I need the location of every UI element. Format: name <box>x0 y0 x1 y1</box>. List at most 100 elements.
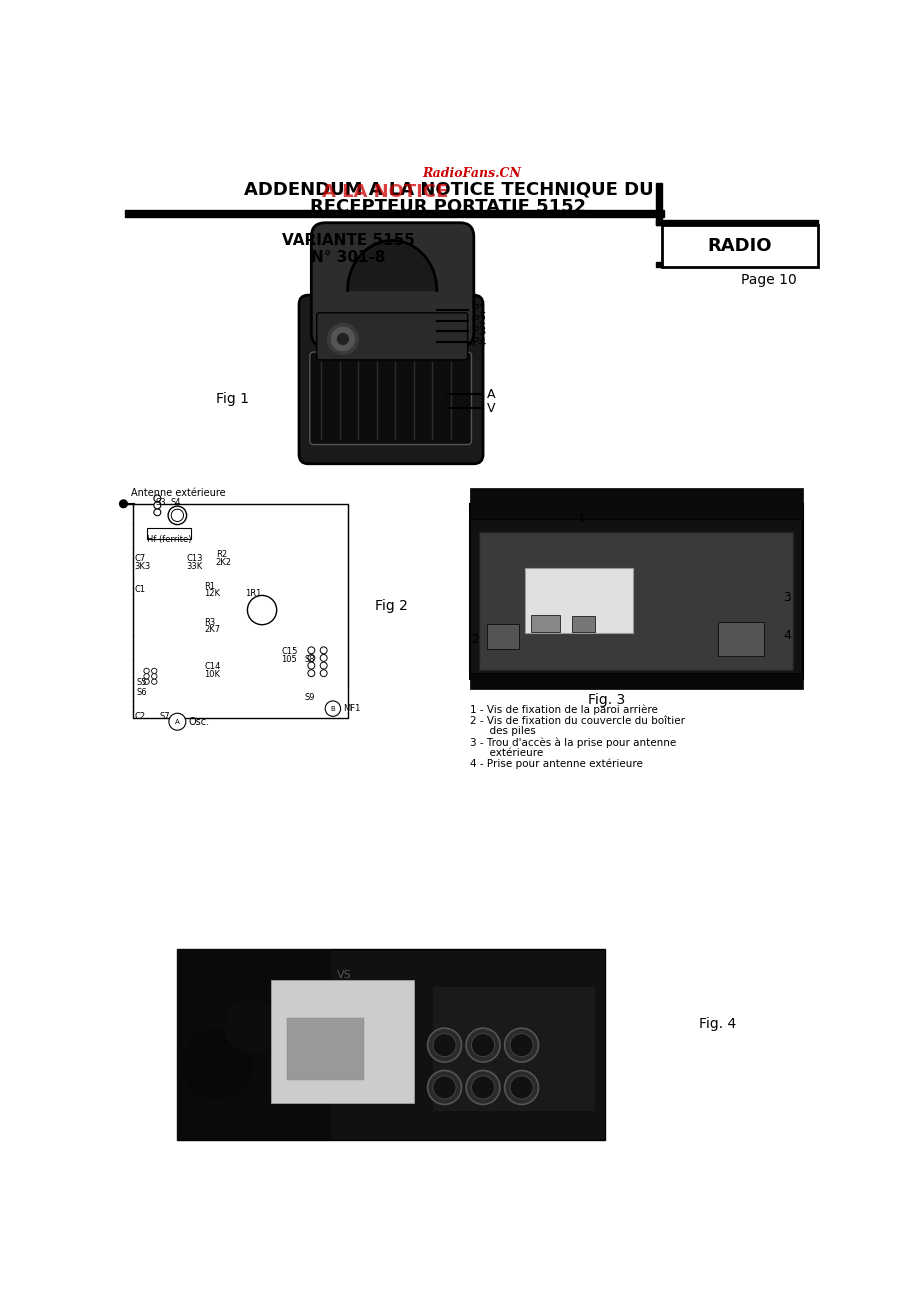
Text: S5: S5 <box>136 678 147 687</box>
Bar <box>717 622 764 657</box>
Text: C13: C13 <box>187 554 203 563</box>
Bar <box>271 980 414 1103</box>
Text: P3: P3 <box>471 324 486 337</box>
Circle shape <box>320 670 327 676</box>
Text: 2: 2 <box>471 633 479 646</box>
Circle shape <box>152 674 157 679</box>
Circle shape <box>152 679 157 684</box>
Text: Osc.: Osc. <box>188 716 210 727</box>
Circle shape <box>153 509 161 515</box>
Text: A LA NOTICE: A LA NOTICE <box>322 183 448 201</box>
Text: Hf (ferrite): Hf (ferrite) <box>146 535 191 544</box>
Text: B: B <box>330 706 335 711</box>
Text: RadioFans.CN: RadioFans.CN <box>422 167 520 180</box>
Circle shape <box>504 1071 538 1105</box>
Circle shape <box>308 662 314 668</box>
Circle shape <box>308 670 314 676</box>
Bar <box>530 615 560 632</box>
FancyBboxPatch shape <box>299 295 482 463</box>
Text: Fig 1: Fig 1 <box>216 392 248 406</box>
Bar <box>425 972 602 1125</box>
Text: C15: C15 <box>281 646 298 655</box>
Circle shape <box>427 1071 461 1105</box>
Text: RADIO: RADIO <box>707 236 771 254</box>
Text: Fig. 3: Fig. 3 <box>587 693 624 707</box>
Text: S8: S8 <box>304 654 314 663</box>
Text: C1: C1 <box>134 585 145 594</box>
Circle shape <box>471 1076 494 1099</box>
Circle shape <box>153 495 161 502</box>
Bar <box>125 210 664 217</box>
Text: P4: P4 <box>471 336 486 349</box>
Bar <box>571 617 594 632</box>
Bar <box>655 262 817 267</box>
Text: N° 301-8: N° 301-8 <box>311 251 385 266</box>
Text: 105: 105 <box>281 654 297 663</box>
Circle shape <box>143 679 149 684</box>
Circle shape <box>320 654 327 662</box>
Bar <box>486 624 518 649</box>
Circle shape <box>320 646 327 654</box>
FancyBboxPatch shape <box>311 223 473 347</box>
Text: Antenne extérieure: Antenne extérieure <box>131 488 225 498</box>
Circle shape <box>427 1028 461 1062</box>
Text: 4: 4 <box>782 630 790 643</box>
Bar <box>146 528 191 539</box>
Text: P1: P1 <box>471 304 486 317</box>
Text: 1R1: 1R1 <box>244 589 261 598</box>
Circle shape <box>433 1033 456 1057</box>
Polygon shape <box>347 240 437 291</box>
Text: VS: VS <box>336 971 351 980</box>
Circle shape <box>183 1029 252 1099</box>
Bar <box>470 504 801 679</box>
Circle shape <box>143 668 149 674</box>
Circle shape <box>433 1076 456 1099</box>
Circle shape <box>327 323 357 354</box>
Bar <box>177 949 604 1140</box>
Bar <box>470 674 801 689</box>
Text: Page 10: Page 10 <box>740 273 796 287</box>
Text: R2: R2 <box>216 550 227 559</box>
Circle shape <box>119 500 127 508</box>
Text: 2K2: 2K2 <box>216 558 232 567</box>
Text: R3: R3 <box>204 618 215 627</box>
Circle shape <box>337 334 348 344</box>
Text: C14: C14 <box>204 662 221 671</box>
Text: Fig. 4: Fig. 4 <box>698 1016 735 1031</box>
Text: 3: 3 <box>782 591 790 604</box>
Text: 2K7: 2K7 <box>204 626 221 635</box>
FancyBboxPatch shape <box>316 313 467 360</box>
Text: 2 - Vis de fixation du couvercle du boîtier: 2 - Vis de fixation du couvercle du boît… <box>470 715 685 726</box>
Circle shape <box>143 674 149 679</box>
Circle shape <box>331 327 354 350</box>
Text: 3 - Trou d'accès à la prise pour antenne: 3 - Trou d'accès à la prise pour antenne <box>470 737 675 748</box>
Circle shape <box>247 596 277 624</box>
Text: VARIANTE 5155: VARIANTE 5155 <box>281 232 414 248</box>
Text: 12K: 12K <box>204 589 220 598</box>
Text: 1: 1 <box>577 511 585 524</box>
Circle shape <box>324 701 340 716</box>
Text: 1 - Vis de fixation de la paroi arrière: 1 - Vis de fixation de la paroi arrière <box>470 705 657 715</box>
Text: S6: S6 <box>136 688 147 697</box>
Circle shape <box>171 509 183 522</box>
Circle shape <box>320 662 327 668</box>
Circle shape <box>509 1033 532 1057</box>
Text: 3K3: 3K3 <box>134 562 151 571</box>
Text: ADDENDUM A LA NOTICE TECHNIQUE DU: ADDENDUM A LA NOTICE TECHNIQUE DU <box>244 180 652 199</box>
Text: S4: S4 <box>170 497 181 506</box>
Text: RECEPTEUR PORTATIF 5152: RECEPTEUR PORTATIF 5152 <box>310 199 585 215</box>
Circle shape <box>152 668 157 674</box>
Text: Fig 2: Fig 2 <box>375 598 408 613</box>
Text: S3: S3 <box>155 497 165 506</box>
Circle shape <box>308 654 314 662</box>
Circle shape <box>466 1028 499 1062</box>
Circle shape <box>168 506 187 524</box>
Bar <box>525 567 632 633</box>
Text: 10K: 10K <box>204 670 220 679</box>
Circle shape <box>225 999 278 1053</box>
Text: R1: R1 <box>204 582 215 591</box>
Circle shape <box>308 646 314 654</box>
Circle shape <box>169 713 186 731</box>
Circle shape <box>509 1076 532 1099</box>
Text: S7: S7 <box>160 713 170 722</box>
